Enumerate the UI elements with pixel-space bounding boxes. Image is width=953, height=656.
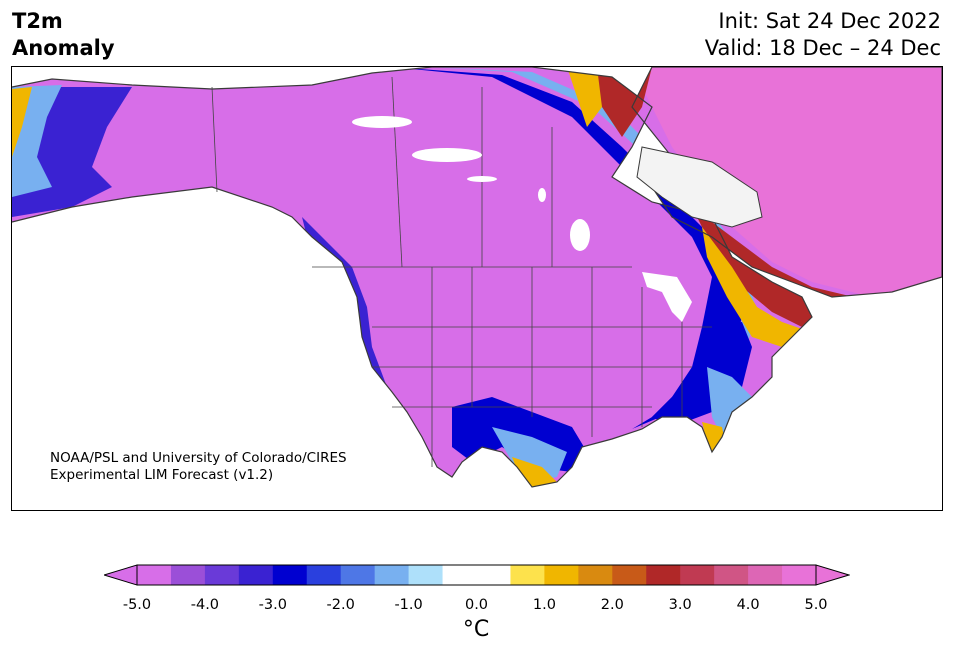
credit-line2: Experimental LIM Forecast (v1.2) — [50, 467, 274, 483]
colorbar-cell — [272, 565, 308, 585]
init-date: Init: Sat 24 Dec 2022 — [718, 9, 941, 33]
hudson-bay — [636, 146, 763, 228]
colorbar-cell — [137, 565, 172, 585]
colorbar-cell — [408, 565, 444, 585]
lakes — [352, 116, 692, 322]
colorbar-cell — [374, 565, 410, 585]
colorbar-cell — [170, 565, 206, 585]
colorbar-cell — [306, 565, 342, 585]
colorbar-min-arrow — [104, 564, 138, 586]
colorbar-cell — [442, 565, 477, 585]
colorbar-cell — [578, 565, 613, 585]
colorbar-cell — [510, 565, 545, 585]
political-borders — [211, 76, 712, 467]
credit-text: NOAA/PSL and University of Colorado/CIRE… — [50, 450, 347, 484]
anomaly-map: NOAA/PSL and University of Colorado/CIRE… — [11, 66, 943, 511]
credit-line1: NOAA/PSL and University of Colorado/CIRE… — [50, 450, 347, 466]
colorbar-cell — [714, 565, 749, 585]
map-title: T2m Anomaly — [12, 8, 115, 62]
colorbar-cell — [238, 565, 274, 585]
colorbar-tick-label: 1.0 — [532, 597, 556, 613]
title-variable-line2: Anomaly — [12, 36, 115, 60]
colorbar-tick-label: 5.0 — [804, 597, 828, 613]
colorbar-tick-label: 0.0 — [464, 597, 489, 613]
title-variable-line1: T2m — [12, 9, 63, 33]
colorbar-cell — [646, 565, 681, 585]
colorbar-tick-label: 3.0 — [668, 597, 692, 613]
colorbar-cell — [748, 565, 783, 585]
colorbar-tick-label: -2.0 — [326, 597, 355, 613]
colorbar — [104, 564, 850, 586]
colorbar-tick-label: -4.0 — [190, 597, 220, 613]
colorbar-unit-label: °C — [462, 617, 490, 642]
colorbar-cell — [612, 565, 647, 585]
colorbar-tick-label: -1.0 — [394, 597, 423, 613]
colorbar-tick-label: 4.0 — [736, 597, 760, 613]
colorbar-outline — [136, 564, 817, 586]
colorbar-tick-label: 2.0 — [600, 597, 624, 613]
colorbar-cells — [137, 565, 817, 585]
colorbar-cell — [782, 565, 817, 585]
colorbar-cell — [340, 565, 376, 585]
valid-range: Valid: 18 Dec – 24 Dec — [704, 36, 941, 60]
map-svg — [12, 67, 942, 488]
colorbar-max-arrow — [815, 564, 850, 586]
forecast-dates: Init: Sat 24 Dec 2022 Valid: 18 Dec – 24… — [705, 8, 941, 62]
colorbar-tick-label: -3.0 — [258, 597, 287, 613]
colorbar-cell — [476, 565, 511, 585]
colorbar-tick-label: -5.0 — [122, 597, 152, 613]
anomaly-shading — [12, 67, 942, 487]
colorbar-cell — [204, 565, 240, 585]
colorbar-cell — [680, 565, 715, 585]
colorbar-cell — [544, 565, 579, 585]
